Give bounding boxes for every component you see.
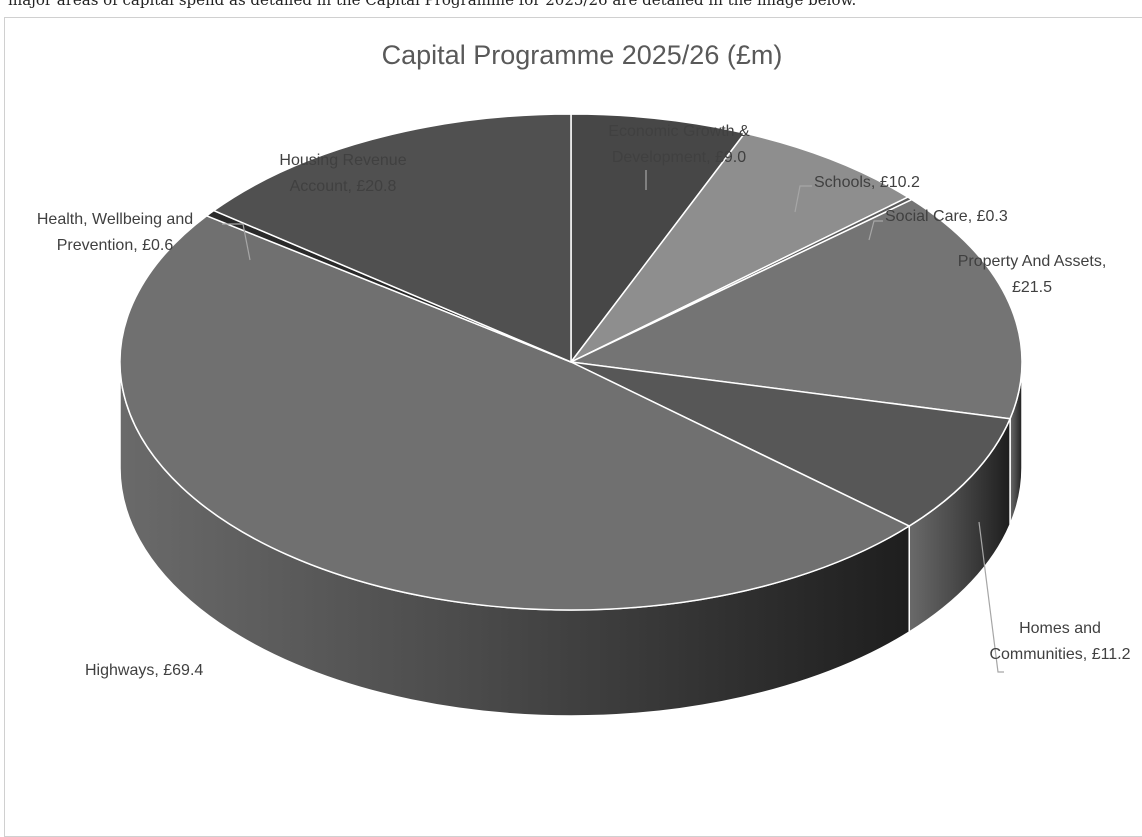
- label-leaders: [222, 170, 1004, 673]
- pie-slices: [119, 113, 1023, 611]
- data-label: Housing Revenue: [279, 152, 406, 169]
- data-label: Communities, £11.2: [989, 646, 1130, 663]
- data-label: Schools, £10.2: [814, 174, 920, 191]
- pie-sides: [119, 361, 1023, 717]
- slice-labels: Economic Growth & Development, £9.0 School…: [37, 123, 1131, 679]
- data-label: Property And Assets,: [958, 253, 1107, 270]
- data-label: Account, £20.8: [290, 178, 397, 195]
- slice-housing-revenue-account[interactable]: [212, 113, 572, 364]
- leader-line: [978, 521, 1004, 673]
- data-label: Prevention, £0.6: [57, 237, 174, 254]
- slice-economic-growth-development[interactable]: [570, 113, 747, 365]
- slice-schools[interactable]: [570, 132, 910, 363]
- leader-line: [222, 223, 251, 261]
- slice-highways[interactable]: [119, 214, 911, 611]
- chart-title: Capital Programme 2025/26 (£m): [382, 40, 783, 70]
- data-label: Homes and: [1019, 620, 1101, 637]
- slice-property-and-assets[interactable]: [568, 198, 1023, 420]
- data-label: Health, Wellbeing and: [37, 211, 193, 228]
- data-label: Highways, £69.4: [85, 662, 203, 679]
- leader-line: [794, 185, 812, 213]
- leader-line: [868, 220, 883, 241]
- data-label: Economic Growth &: [608, 123, 750, 140]
- data-label: Social Care, £0.3: [885, 208, 1008, 225]
- intro-text: major areas of capital spend as detailed…: [8, 0, 857, 9]
- data-label: Development, £9.0: [612, 149, 746, 166]
- slice-homes-and-communities[interactable]: [570, 361, 1012, 527]
- pie-chart: Capital Programme 2025/26 (£m) Economic …: [37, 40, 1131, 717]
- data-label: £21.5: [1012, 279, 1052, 296]
